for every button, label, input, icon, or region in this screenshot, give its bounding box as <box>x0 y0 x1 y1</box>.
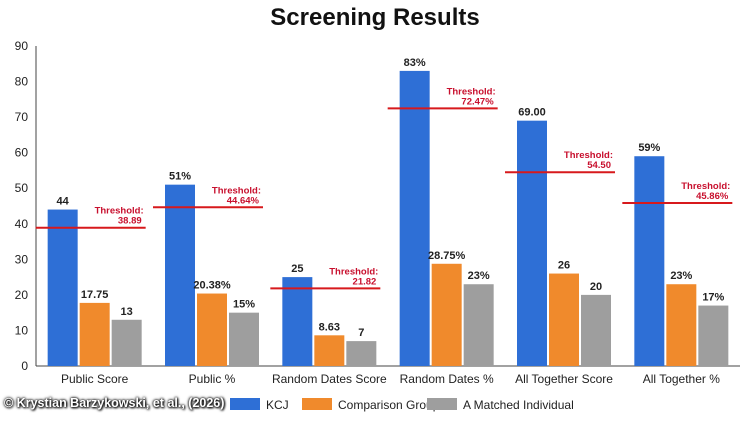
bar-value-label: 13 <box>121 306 133 318</box>
y-tick-label: 40 <box>15 217 29 231</box>
bar <box>581 294 611 366</box>
legend-swatch <box>302 398 332 410</box>
bar-value-label: 28.75% <box>428 250 466 262</box>
x-category-label: All Together % <box>643 372 720 386</box>
threshold-label: Threshold: <box>681 181 730 192</box>
bar <box>399 70 430 366</box>
threshold-value: 45.86% <box>696 191 729 202</box>
bar <box>111 319 142 366</box>
bar <box>463 284 494 366</box>
x-category-label: Random Dates Score <box>272 372 387 386</box>
bar-value-label: 59% <box>638 142 660 154</box>
bar <box>698 305 729 366</box>
threshold-value: 21.82 <box>353 276 377 287</box>
bar-value-label: 26 <box>558 260 570 272</box>
bar <box>165 184 195 366</box>
threshold-value: 54.50 <box>587 160 611 171</box>
bar-value-label: 20 <box>590 281 602 293</box>
bar <box>346 341 377 366</box>
axes: 0 10 20 30 40 50 60 70 80 90 Public Score Public % R… <box>15 39 740 386</box>
x-category-label: Public Score <box>61 372 129 386</box>
bar <box>314 335 345 366</box>
legend-swatch <box>230 398 260 410</box>
bar-value-label: 83% <box>404 57 426 69</box>
bar-value-label: 15% <box>233 299 255 311</box>
bar-value-label: 69.00 <box>518 107 546 119</box>
bar <box>282 277 313 366</box>
y-tick-label: 70 <box>15 110 29 124</box>
threshold-value: 38.89 <box>118 216 142 227</box>
threshold-label: Threshold: <box>447 86 496 97</box>
y-tick-label: 0 <box>21 359 28 373</box>
bar <box>197 293 227 366</box>
bar <box>47 209 78 366</box>
bar-value-label: 17% <box>702 292 724 304</box>
legend-label: Comparison Group <box>338 398 440 412</box>
bar-value-label: 7 <box>358 327 364 339</box>
bar-value-label: 17.75 <box>81 289 109 301</box>
threshold-label: Threshold: <box>95 206 144 217</box>
threshold-value: 72.47% <box>461 96 494 107</box>
legend-label: KCJ <box>266 398 289 412</box>
threshold-label: Threshold: <box>564 150 613 161</box>
y-tick-label: 90 <box>15 39 29 53</box>
y-tick-label: 30 <box>15 252 29 266</box>
y-tick-label: 10 <box>15 323 29 337</box>
bar <box>666 284 697 366</box>
x-category-label: All Together Score <box>515 372 613 386</box>
chart-title: Screening Results <box>270 4 480 31</box>
bar-value-label: 25 <box>291 263 303 275</box>
bar <box>634 156 665 366</box>
legend: KCJ Comparison Group A Matched Individual <box>230 398 574 412</box>
bar-value-label: 8.63 <box>319 321 340 333</box>
y-tick-label: 80 <box>15 75 29 89</box>
bar-value-label: 23% <box>670 270 692 282</box>
y-tick-label: 60 <box>15 146 29 160</box>
threshold-value: 44.64% <box>227 195 260 206</box>
legend-swatch <box>427 398 457 410</box>
y-tick-label: 20 <box>15 288 29 302</box>
y-tick-label: 50 <box>15 181 29 195</box>
image-credit: © Krystian Barzykowski, et al., (2026) <box>4 396 225 410</box>
threshold-label: Threshold: <box>212 185 261 196</box>
threshold-label: Threshold: <box>329 266 378 277</box>
bar-value-label: 51% <box>169 171 191 183</box>
bar <box>517 120 547 367</box>
bar-value-label: 44 <box>57 196 70 208</box>
bar <box>79 302 110 366</box>
bar <box>229 312 259 366</box>
legend-label: A Matched Individual <box>463 398 574 412</box>
x-category-label: Random Dates % <box>400 372 494 386</box>
threshold-lines: Threshold:38.89Threshold:44.64%Threshold… <box>35 86 733 290</box>
bar <box>431 263 462 366</box>
bar <box>549 273 579 366</box>
x-category-label: Public % <box>189 372 236 386</box>
bar-value-label: 20.38% <box>193 280 231 292</box>
bar-value-label: 23% <box>468 270 490 282</box>
